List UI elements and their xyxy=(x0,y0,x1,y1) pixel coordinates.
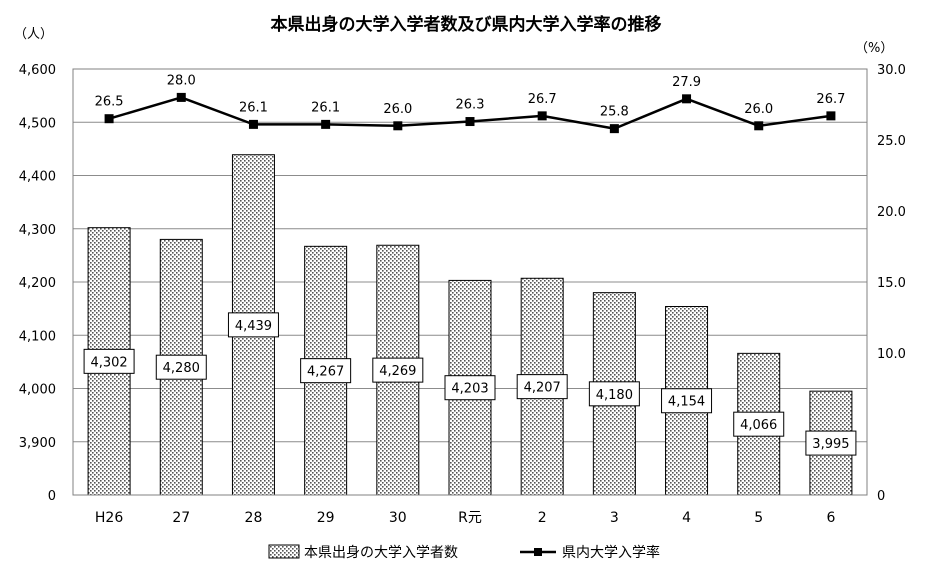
chart-title: 本県出身の大学入学者数及び県内大学入学率の推移 xyxy=(271,14,662,35)
rate-value-label: 26.7 xyxy=(528,92,557,107)
bar-value-label: 4,302 xyxy=(90,355,127,370)
rate-value-label: 26.5 xyxy=(95,95,124,110)
right-tick-label: 25.0 xyxy=(877,134,906,149)
bar-value-box xyxy=(733,411,785,437)
rate-value-label: 28.0 xyxy=(167,73,196,88)
bar-value-label: 4,207 xyxy=(524,381,561,396)
right-tick-label: 20.0 xyxy=(877,205,906,220)
category-label: 5 xyxy=(754,510,763,526)
left-axis-unit: （人） xyxy=(14,27,53,42)
rate-point xyxy=(465,117,475,127)
category-label: 29 xyxy=(317,510,335,526)
plot-area-frame xyxy=(72,68,868,496)
bar-value-label: 3,995 xyxy=(812,437,849,452)
line-series xyxy=(104,92,836,134)
category-label: 3 xyxy=(610,510,619,526)
left-tick-label: 0 xyxy=(48,489,56,504)
category-label: 28 xyxy=(245,510,263,526)
rate-value-label: 26.7 xyxy=(816,92,845,107)
rate-point xyxy=(393,121,403,131)
rate-value-label: 26.1 xyxy=(239,100,268,115)
rate-point xyxy=(321,119,331,129)
bar-value-label: 4,066 xyxy=(740,418,777,433)
rate-value-label: 25.8 xyxy=(600,105,629,120)
rate-point xyxy=(104,114,114,124)
left-tick-label: 4,100 xyxy=(19,329,56,344)
legend-swatch-bar xyxy=(268,544,300,559)
legend: 本県出身の大学入学者数 県内大学入学率 xyxy=(268,544,660,561)
rate-point xyxy=(248,119,258,129)
rate-point xyxy=(754,121,764,131)
left-tick-label: 4,600 xyxy=(19,63,56,78)
bar-value-label: 4,439 xyxy=(235,319,272,334)
bar-value-box xyxy=(83,348,135,374)
left-tick-label: 4,000 xyxy=(19,383,56,398)
rate-value-label: 26.0 xyxy=(383,102,412,117)
right-tick-label: 30.0 xyxy=(877,63,906,78)
right-tick-label: 0 xyxy=(877,489,885,504)
category-label: 4 xyxy=(682,510,691,526)
bar-value-box xyxy=(588,381,640,407)
right-tick-label: 10.0 xyxy=(877,347,906,362)
left-tick-label: 3,900 xyxy=(19,436,56,451)
left-tick-label: 4,500 xyxy=(19,116,56,131)
bar-value-box xyxy=(155,354,207,380)
data-labels: 4,302 4,280 4,439 4,267 4,269 4,203 4,207 4,180… xyxy=(83,73,857,456)
right-tick-label: 15.0 xyxy=(877,276,906,291)
bar-value-box xyxy=(661,388,713,414)
bar-value-label: 4,154 xyxy=(668,395,705,410)
left-axis-ticks: 0 3,900 4,000 4,100 4,200 4,300 4,400 4,500 4,60… xyxy=(19,63,56,504)
category-label: 27 xyxy=(172,510,190,526)
rate-point xyxy=(826,111,836,121)
rate-value-label: 26.3 xyxy=(456,98,485,113)
bar-value-label: 4,180 xyxy=(596,388,633,403)
rate-value-label: 26.0 xyxy=(744,102,773,117)
rate-value-label: 26.1 xyxy=(311,100,340,115)
bar-value-label: 4,203 xyxy=(451,382,488,397)
bar-value-box xyxy=(516,374,568,400)
category-label: 2 xyxy=(538,510,547,526)
left-tick-label: 4,300 xyxy=(19,223,56,238)
rate-point xyxy=(682,94,692,104)
rate-point xyxy=(537,111,547,121)
right-axis-unit: （%） xyxy=(855,41,893,56)
category-label: R元 xyxy=(458,510,482,526)
rate-point xyxy=(176,92,186,102)
legend-label-bar: 本県出身の大学入学者数 xyxy=(304,545,458,561)
category-axis: H26 27 28 29 30 R元 2 3 4 5 6 xyxy=(95,510,836,526)
bar-value-box xyxy=(805,430,857,456)
legend-label-line: 県内大学入学率 xyxy=(562,544,660,561)
bar-value-label: 4,267 xyxy=(307,365,344,380)
right-axis-ticks: 0 10.0 15.0 20.0 25.0 30.0 xyxy=(877,63,906,504)
bar-value-label: 4,280 xyxy=(163,361,200,376)
rate-point xyxy=(609,124,619,134)
bar-value-box xyxy=(227,312,279,338)
bar-value-box xyxy=(300,358,352,384)
bar-value-box xyxy=(444,375,496,401)
rate-value-label: 27.9 xyxy=(672,75,701,90)
category-label: 6 xyxy=(826,510,835,526)
legend-marker xyxy=(534,548,542,556)
bar-series xyxy=(87,154,853,496)
category-label: H26 xyxy=(95,510,123,526)
bar-value-label: 4,269 xyxy=(379,364,416,379)
left-tick-label: 4,200 xyxy=(19,276,56,291)
category-label: 30 xyxy=(389,510,407,526)
left-tick-label: 4,400 xyxy=(19,170,56,185)
bar-value-box xyxy=(372,357,424,383)
